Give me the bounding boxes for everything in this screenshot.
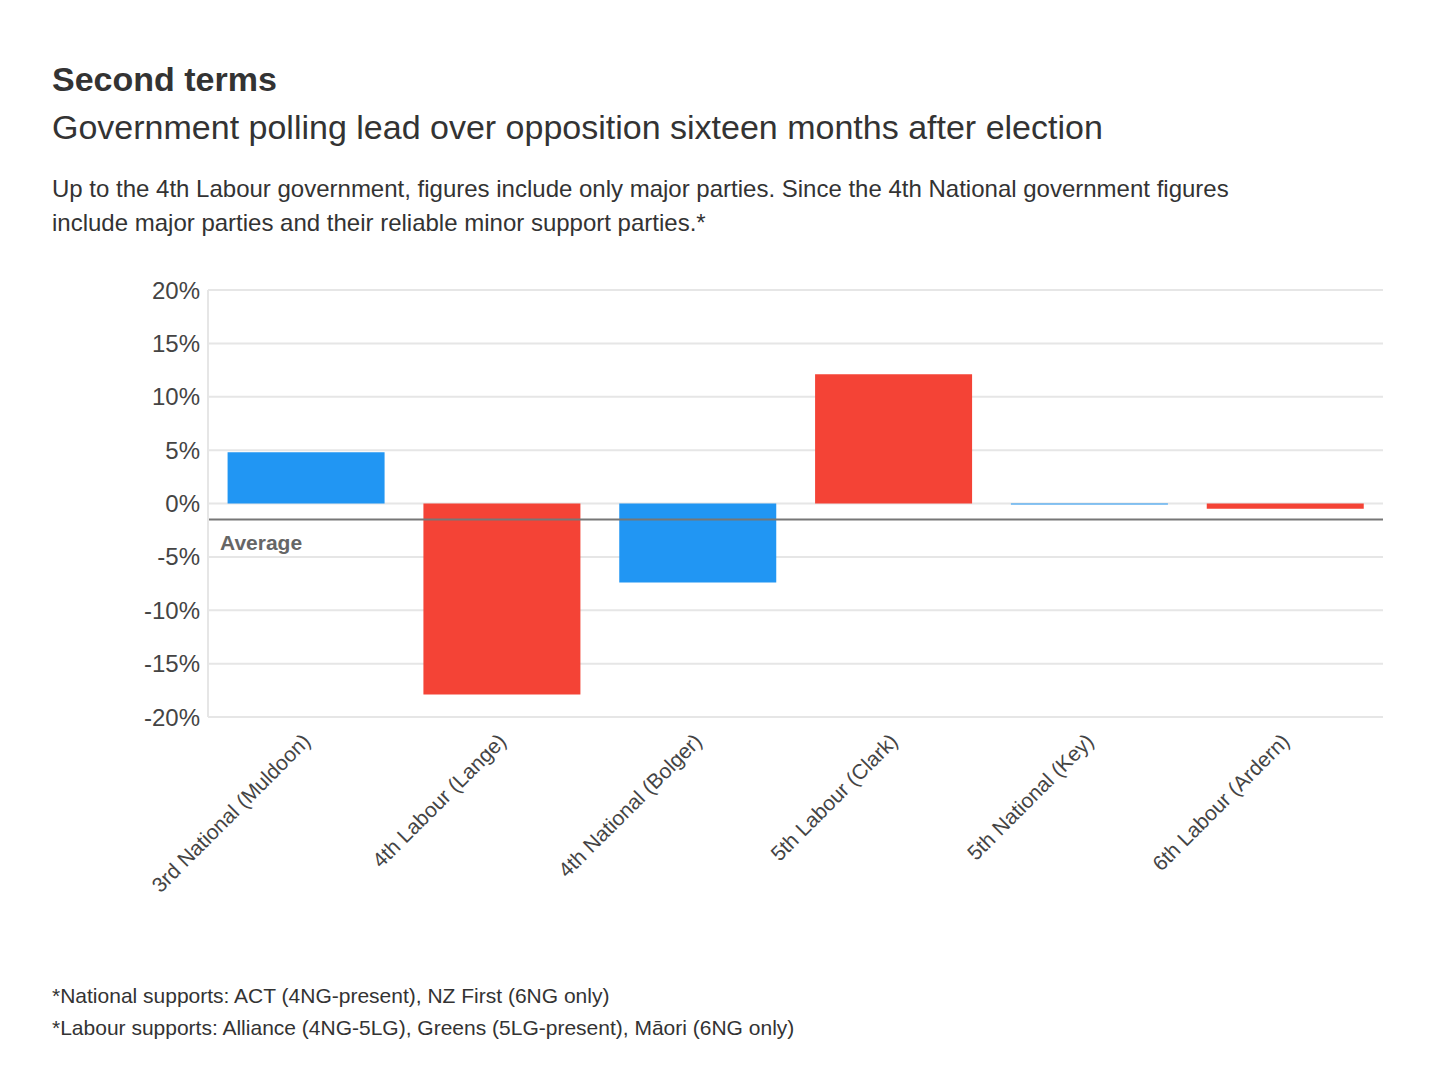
svg-text:6th Labour (Ardern): 6th Labour (Ardern) [1148, 729, 1294, 875]
svg-text:5th National (Key): 5th National (Key) [963, 729, 1098, 864]
svg-text:4th Labour (Lange): 4th Labour (Lange) [368, 729, 511, 872]
svg-text:-20%: -20% [144, 704, 200, 731]
svg-text:-15%: -15% [144, 650, 200, 677]
svg-text:5th Labour (Clark): 5th Labour (Clark) [766, 729, 902, 865]
svg-text:4th National (Bolger): 4th National (Bolger) [554, 729, 706, 881]
html-text:Up to the 4th Labour governmen: Up to the 4th Labour government, figures… [52, 175, 1229, 236]
html-text:Government polling lead over o: Government polling lead over opposition … [52, 108, 1103, 146]
svg-text:-10%: -10% [144, 597, 200, 624]
svg-text:Average: Average [220, 531, 302, 554]
html-text:*National supports: ACT (4NG-p: *National supports: ACT (4NG-present), N… [52, 984, 610, 1007]
svg-text:15%: 15% [152, 330, 200, 357]
html-text:*Labour supports: Alliance (4N: *Labour supports: Alliance (4NG-5LG), Gr… [52, 1016, 795, 1039]
svg-text:20%: 20% [152, 277, 200, 304]
svg-text:3rd National (Muldoon): 3rd National (Muldoon) [147, 729, 314, 896]
svg-text:10%: 10% [152, 383, 200, 410]
svg-text:5%: 5% [165, 437, 200, 464]
html-text:Second terms: Second terms [52, 60, 277, 98]
svg-text:-5%: -5% [157, 543, 200, 570]
svg-text:0%: 0% [165, 490, 200, 517]
